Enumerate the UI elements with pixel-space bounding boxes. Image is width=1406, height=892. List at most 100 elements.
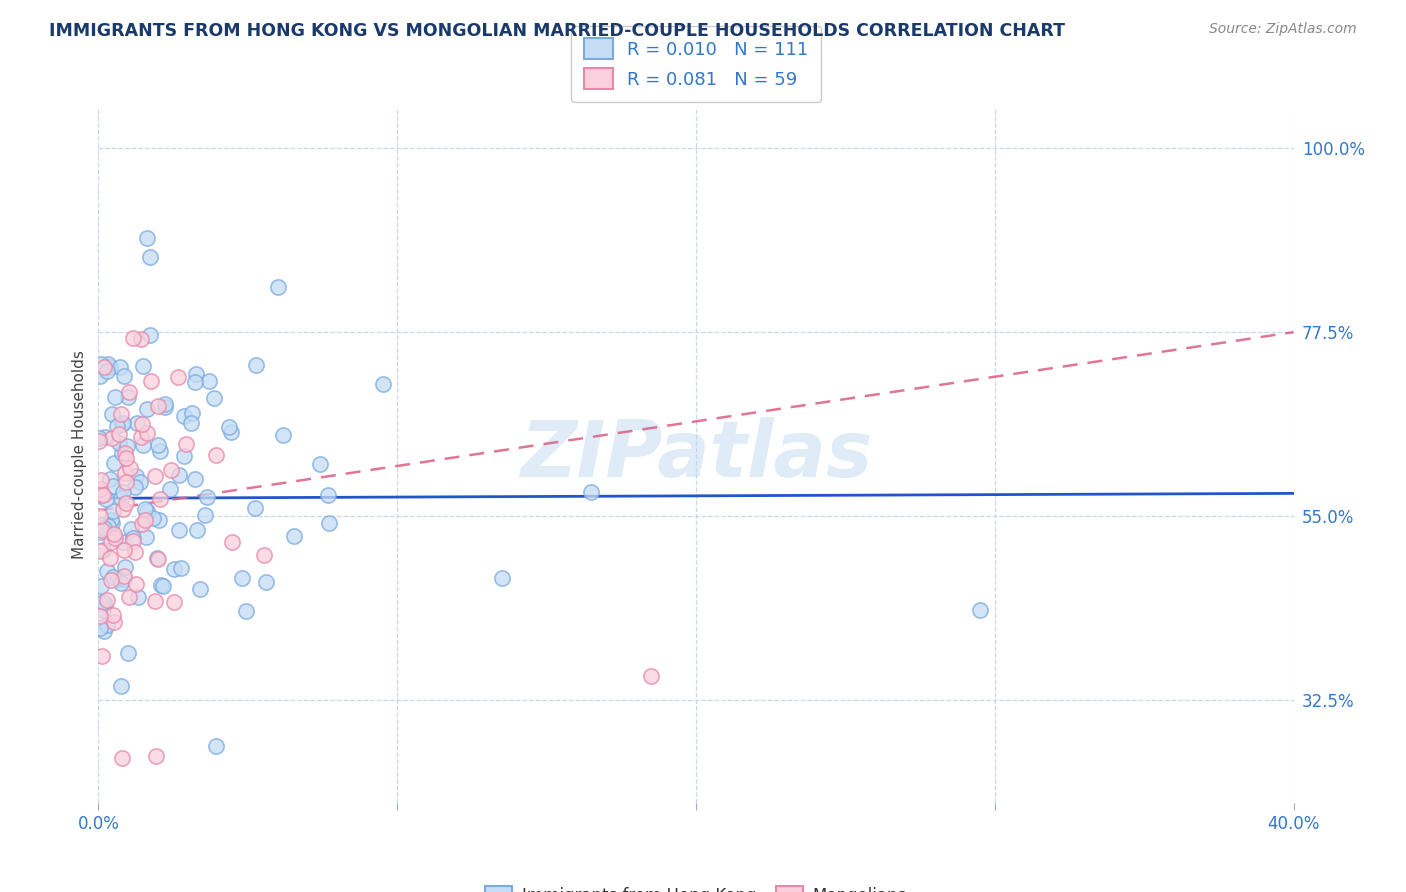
Point bbox=[153, 401, 176, 415]
Point bbox=[103, 527, 125, 541]
Point bbox=[111, 417, 134, 431]
Point bbox=[318, 516, 340, 531]
Point bbox=[111, 535, 134, 549]
Point bbox=[89, 580, 111, 594]
Point bbox=[231, 570, 253, 584]
Point bbox=[969, 603, 991, 617]
Point bbox=[148, 438, 170, 452]
Point bbox=[122, 532, 145, 546]
Point bbox=[148, 513, 170, 527]
Point bbox=[152, 579, 174, 593]
Point bbox=[173, 409, 195, 423]
Point bbox=[174, 437, 197, 451]
Point bbox=[640, 669, 662, 683]
Point bbox=[117, 390, 139, 404]
Point bbox=[87, 431, 110, 445]
Point bbox=[101, 431, 124, 445]
Text: Source: ZipAtlas.com: Source: ZipAtlas.com bbox=[1209, 22, 1357, 37]
Point bbox=[93, 521, 115, 535]
Point bbox=[188, 582, 211, 597]
Point bbox=[136, 231, 159, 245]
Point bbox=[89, 621, 111, 635]
Point bbox=[117, 646, 139, 660]
Point bbox=[135, 401, 157, 416]
Point bbox=[205, 448, 228, 462]
Point bbox=[98, 359, 121, 374]
Point bbox=[221, 535, 243, 549]
Point bbox=[112, 369, 135, 384]
Y-axis label: Married-couple Households: Married-couple Households bbox=[72, 351, 87, 559]
Point bbox=[101, 479, 124, 493]
Point bbox=[184, 375, 207, 389]
Point bbox=[124, 545, 146, 559]
Point bbox=[581, 484, 603, 499]
Point bbox=[112, 484, 135, 499]
Point bbox=[373, 376, 395, 391]
Text: ZIPatlas: ZIPatlas bbox=[520, 417, 872, 493]
Point bbox=[111, 417, 134, 431]
Point bbox=[135, 530, 157, 544]
Point bbox=[146, 552, 169, 566]
Point bbox=[271, 427, 294, 442]
Point bbox=[254, 574, 277, 589]
Point bbox=[267, 280, 290, 294]
Point bbox=[100, 534, 122, 549]
Point bbox=[129, 332, 152, 346]
Point bbox=[180, 416, 202, 430]
Point bbox=[202, 391, 225, 405]
Point bbox=[149, 491, 172, 506]
Point bbox=[122, 331, 145, 345]
Point bbox=[98, 550, 121, 565]
Point bbox=[131, 516, 153, 531]
Point bbox=[136, 504, 159, 518]
Point bbox=[93, 624, 115, 639]
Point bbox=[134, 501, 156, 516]
Point bbox=[93, 430, 115, 444]
Point bbox=[235, 604, 257, 618]
Point bbox=[205, 739, 228, 753]
Point bbox=[101, 407, 124, 421]
Point bbox=[107, 572, 129, 586]
Point bbox=[145, 749, 167, 764]
Point bbox=[110, 407, 132, 421]
Point bbox=[90, 357, 112, 371]
Point bbox=[114, 451, 136, 466]
Point bbox=[111, 446, 134, 460]
Point bbox=[169, 561, 191, 575]
Point bbox=[112, 569, 135, 583]
Point bbox=[89, 508, 111, 523]
Point bbox=[96, 364, 118, 378]
Point bbox=[90, 648, 112, 663]
Point bbox=[112, 501, 135, 516]
Point bbox=[114, 559, 136, 574]
Point bbox=[132, 438, 155, 452]
Point bbox=[96, 593, 118, 607]
Point bbox=[149, 443, 172, 458]
Point bbox=[173, 449, 195, 463]
Point bbox=[90, 488, 112, 502]
Point bbox=[253, 548, 276, 562]
Point bbox=[96, 617, 118, 632]
Point bbox=[135, 425, 157, 440]
Point bbox=[103, 615, 125, 630]
Point bbox=[97, 357, 120, 371]
Point bbox=[163, 562, 186, 576]
Point bbox=[181, 406, 204, 420]
Point bbox=[94, 492, 117, 507]
Point bbox=[110, 491, 132, 505]
Point bbox=[111, 751, 134, 765]
Point bbox=[142, 511, 165, 525]
Point bbox=[121, 533, 143, 548]
Point bbox=[91, 488, 114, 502]
Point bbox=[129, 475, 152, 489]
Point bbox=[132, 359, 155, 373]
Point bbox=[124, 480, 146, 494]
Point bbox=[100, 516, 122, 530]
Point bbox=[143, 469, 166, 483]
Point bbox=[101, 504, 124, 518]
Point bbox=[114, 542, 136, 557]
Point bbox=[166, 370, 188, 384]
Point bbox=[91, 543, 114, 558]
Point bbox=[198, 374, 221, 388]
Point bbox=[184, 367, 207, 381]
